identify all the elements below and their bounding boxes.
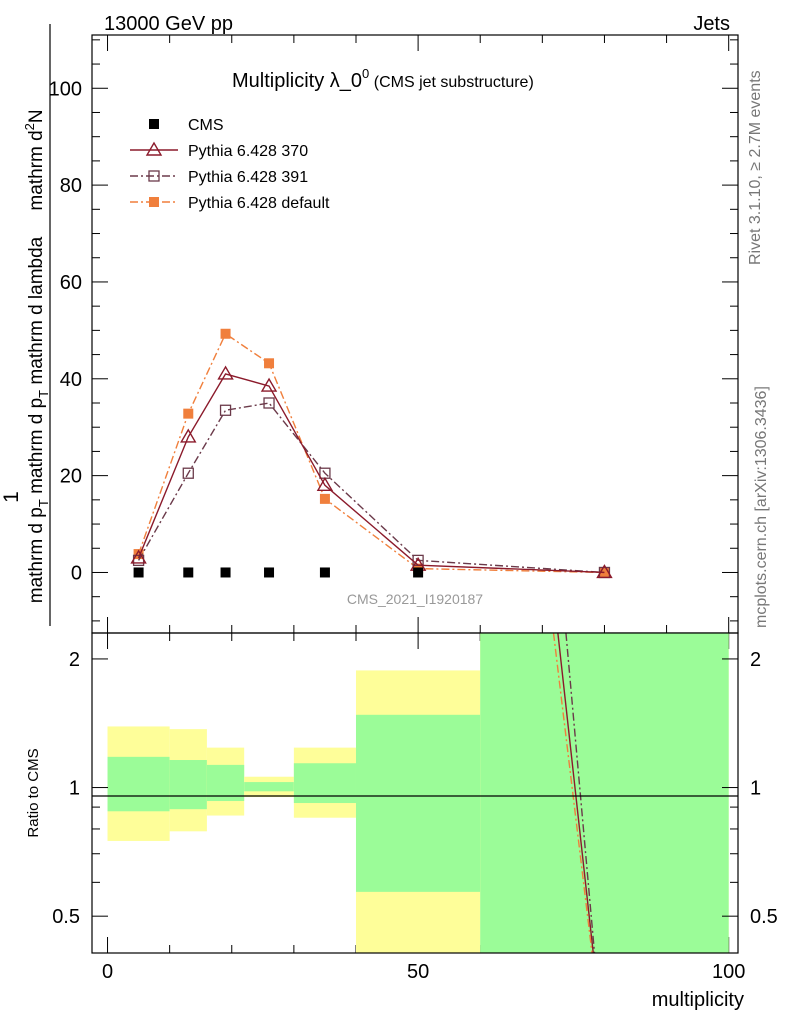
marker-square — [319, 493, 330, 504]
band-green — [244, 782, 294, 792]
legend-item: Pythia 6.428 default — [130, 195, 330, 212]
marker-square — [149, 119, 159, 129]
marker-square — [183, 408, 194, 419]
chart-title: Multiplicity λ_00 (CMS jet substructure) — [232, 66, 534, 92]
y-tick-label: 100 — [49, 78, 82, 100]
marker-square — [319, 567, 330, 578]
legend: CMS Pythia 6.428 370 Pythia 6.428 391 Pythi… — [130, 117, 330, 212]
series-pythia-6-428-370 — [130, 365, 613, 579]
marker-triangle — [596, 564, 613, 579]
ratio-lines — [552, 632, 596, 954]
series-line — [137, 373, 605, 574]
series-line — [137, 332, 605, 574]
marker-square — [264, 567, 275, 578]
y-tick-label: 0 — [71, 562, 82, 584]
marker-open-square — [182, 467, 194, 479]
x-tick-label: 0 — [102, 961, 113, 983]
header-energy: 13000 GeV pp — [104, 13, 233, 35]
ratio-y-tick-label: 2 — [69, 649, 80, 671]
series-line — [137, 402, 605, 574]
ylabel-top-text: mathrm d — [26, 130, 47, 210]
ratio-ytick-labels: 0.5 0.5 1 1 2 2 — [52, 649, 778, 928]
ratio-panel: 0.5 0.5 1 1 2 2 0 50 100 Ratio to CMS multiplic… — [25, 632, 778, 1011]
x-tick-label: 50 — [407, 961, 429, 983]
series-pythia-6-428-391 — [132, 397, 611, 579]
y-tick-label: 40 — [60, 369, 82, 391]
ratio-ylabel: Ratio to CMS — [25, 748, 42, 837]
marker-open-square — [148, 170, 160, 182]
ratio-y-tick-label: 1 — [750, 778, 761, 800]
marker-open-square — [219, 404, 232, 416]
ratio-y-tick-label: 0.5 — [52, 906, 80, 928]
header-jets: Jets — [693, 13, 730, 35]
main-series — [130, 328, 613, 579]
marker-open-square — [263, 397, 275, 409]
ratio-line — [557, 632, 594, 954]
title-sub: (CMS jet substructure) — [374, 74, 534, 91]
band-green — [107, 756, 170, 812]
band-green — [480, 633, 729, 953]
main-ytick-labels: 0 20 40 60 80 100 — [49, 78, 82, 584]
marker-triangle — [145, 141, 163, 156]
legend-label: CMS — [188, 117, 224, 134]
marker-square — [133, 549, 144, 560]
ratio-y-tick-label: 2 — [750, 649, 761, 671]
legend-label: Pythia 6.428 default — [188, 195, 330, 212]
title-main: Multiplicity λ_0 — [232, 70, 362, 92]
marker-triangle — [260, 377, 278, 392]
legend-item: CMS — [149, 117, 224, 134]
marker-square — [220, 328, 231, 339]
marker-square — [220, 567, 231, 578]
mcplots-label: mcplots.cern.ch [arXiv:1306.3436] — [753, 386, 770, 628]
legend-item: Pythia 6.428 391 — [130, 169, 308, 186]
main-ylabel: 1 mathrm d2N mathrm d pT mathrm d pT mat… — [0, 24, 51, 626]
ratio-ticks — [92, 658, 738, 917]
band-green — [355, 714, 481, 892]
y-tick-label: 80 — [60, 175, 82, 197]
series-pythia-6-428-default — [133, 328, 610, 578]
marker-square — [133, 567, 144, 578]
marker-square — [413, 567, 424, 578]
ylabel-fraction-top: mathrm d2N — [22, 109, 47, 210]
x-tick-label: 100 — [712, 961, 745, 983]
marker-triangle — [217, 365, 234, 380]
marker-square — [149, 197, 159, 207]
ratio-y-tick-label: 1 — [69, 778, 80, 800]
rivet-label: Rivet 3.1.10, ≥ 2.7M events — [747, 70, 764, 265]
band-green — [169, 760, 207, 810]
legend-label: Pythia 6.428 370 — [188, 143, 308, 160]
ylabel-numerator: 1 — [0, 491, 23, 503]
marker-square — [183, 567, 194, 578]
ratio-y-tick-label: 0.5 — [750, 906, 778, 928]
x-tick-labels: 0 50 100 — [102, 961, 745, 983]
x-axis-label: multiplicity — [652, 989, 744, 1011]
legend-label: Pythia 6.428 391 — [188, 169, 308, 186]
legend-item: Pythia 6.428 370 — [130, 141, 308, 160]
svg-text:Multiplicity λ_00 (CMS jet sub: Multiplicity λ_00 (CMS jet substructure) — [232, 66, 534, 92]
band-green — [206, 764, 245, 802]
marker-square — [264, 358, 275, 369]
marker-triangle — [180, 428, 197, 443]
ratio-line — [552, 632, 593, 954]
title-sup: 0 — [362, 66, 369, 81]
series-cms — [133, 567, 424, 578]
band-green — [293, 763, 356, 804]
ratio-line — [565, 632, 596, 954]
ratio-bands — [107, 633, 729, 953]
marker-triangle — [130, 549, 147, 564]
y-tick-label: 20 — [60, 466, 82, 488]
ratio-frame — [91, 632, 739, 954]
ylabel-fraction-mid: mathrm d pT mathrm d pT mathrm d lambda — [26, 236, 51, 603]
chart-watermark: CMS_2021_I1920187 — [347, 591, 483, 607]
y-tick-label: 60 — [60, 272, 82, 294]
marker-triangle — [316, 476, 334, 492]
